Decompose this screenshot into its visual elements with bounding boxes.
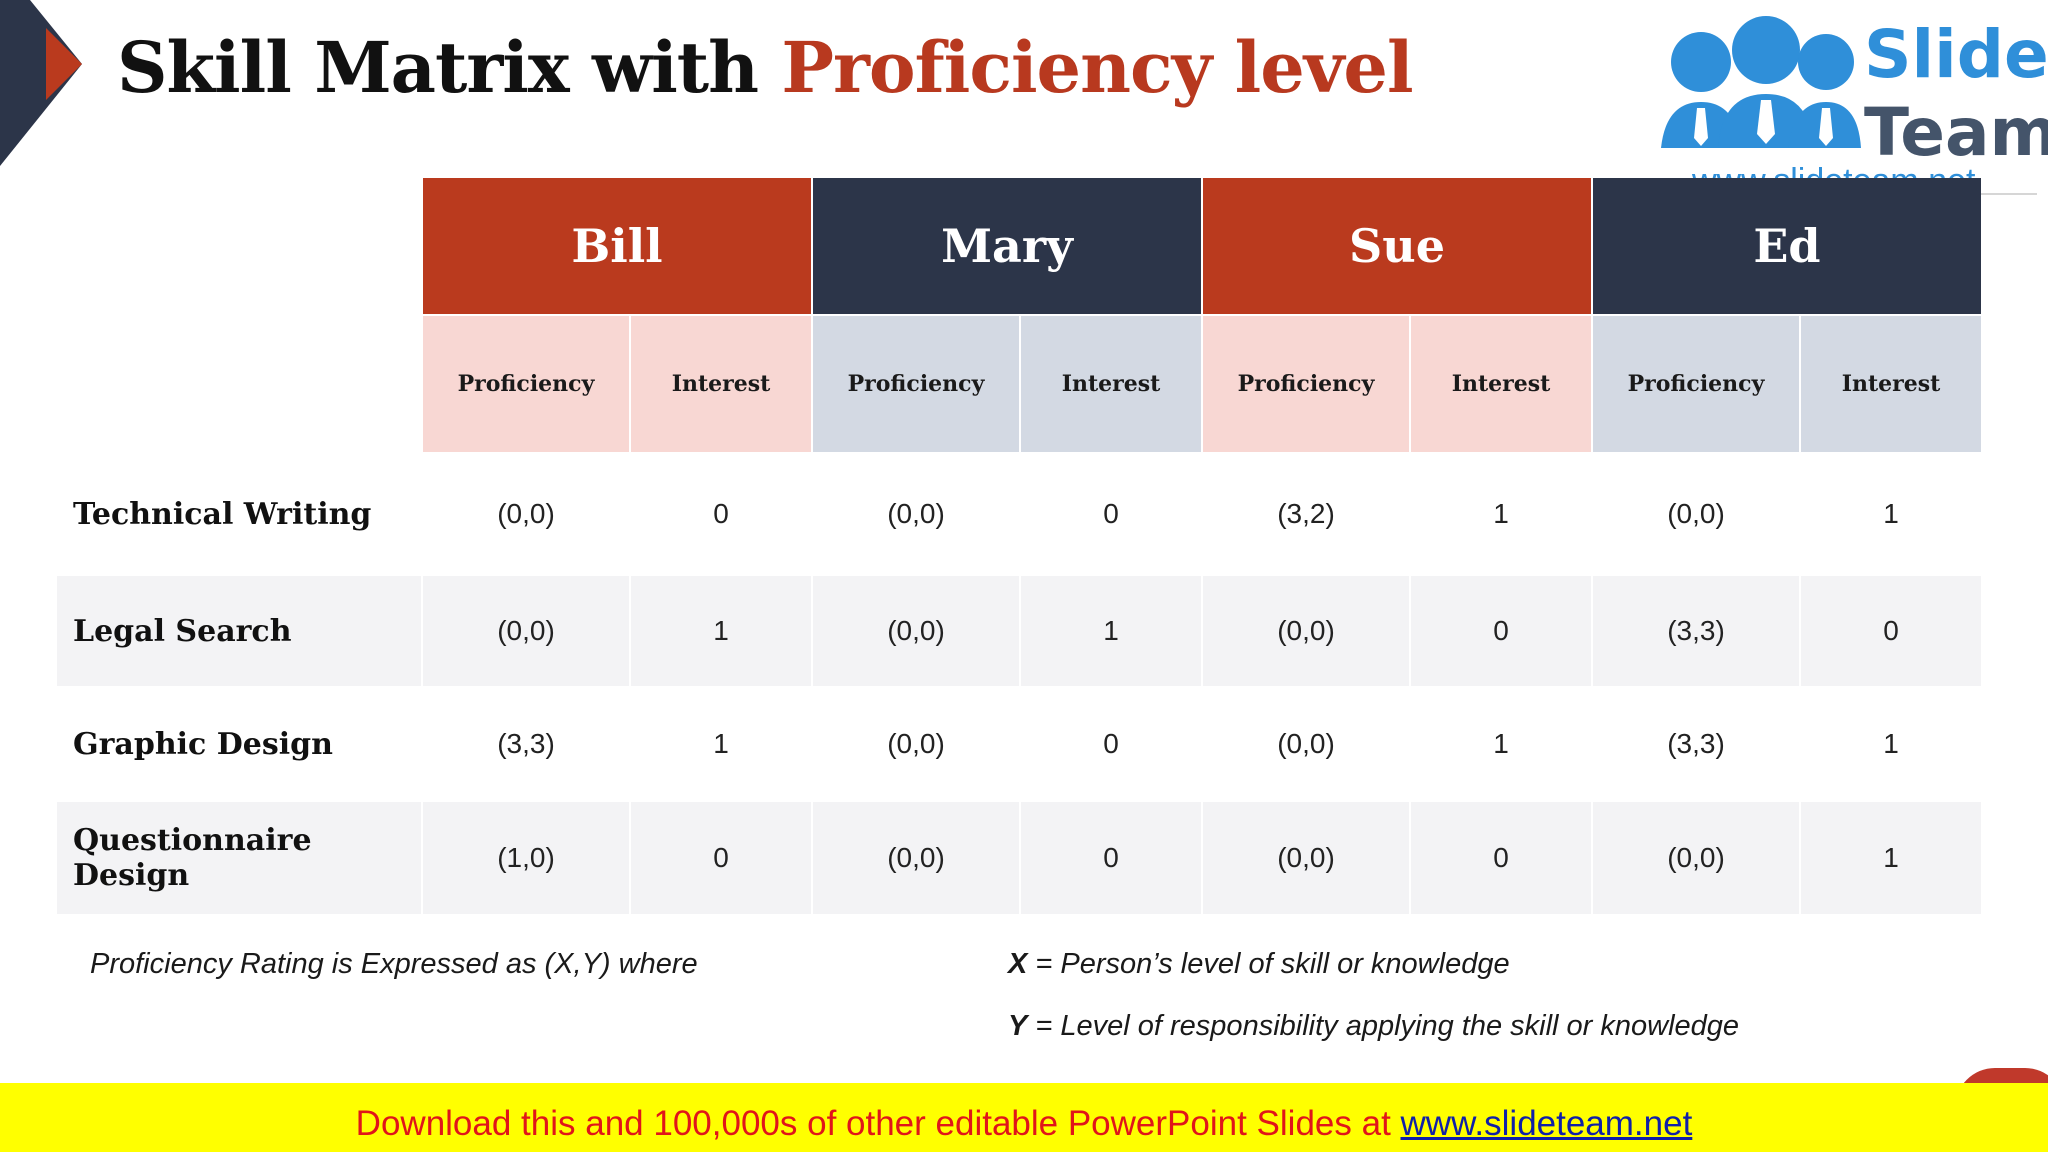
proficiency-cell: (0,0) <box>1203 802 1409 914</box>
subheader-row: Proficiency Interest Proficiency Interes… <box>57 316 1981 452</box>
proficiency-cell: (3,3) <box>423 688 629 800</box>
title-part-black: Skill Matrix with <box>117 26 759 109</box>
interest-cell: 0 <box>1801 576 1981 686</box>
interest-cell: 0 <box>1021 454 1201 574</box>
proficiency-cell: (0,0) <box>1593 454 1799 574</box>
logo-word-slide: Slide <box>1864 16 2048 93</box>
logo-word-team: Team <box>1864 94 2048 171</box>
footer-message: Download this and 100,000s of other edit… <box>355 1104 1401 1143</box>
footer-link[interactable]: www.slideteam.net <box>1400 1104 1693 1143</box>
proficiency-cell: (3,2) <box>1203 454 1409 574</box>
proficiency-cell: (3,3) <box>1593 688 1799 800</box>
footer-banner <box>0 1083 2048 1152</box>
proficiency-cell: (0,0) <box>1203 576 1409 686</box>
empty-corner-cell <box>57 178 421 314</box>
y-key: Y <box>1008 1010 1028 1042</box>
subheader-proficiency: Proficiency <box>1593 316 1799 452</box>
subheader-proficiency: Proficiency <box>423 316 629 452</box>
interest-cell: 0 <box>1021 802 1201 914</box>
proficiency-cell: (1,0) <box>423 802 629 914</box>
table-row: Legal Search (0,0) 1 (0,0) 1 (0,0) 0 (3,… <box>57 576 1981 686</box>
interest-cell: 0 <box>631 454 811 574</box>
interest-cell: 1 <box>1801 688 1981 800</box>
table-row: Graphic Design (3,3) 1 (0,0) 0 (0,0) 1 (… <box>57 688 1981 800</box>
person-header-mary: Mary <box>813 178 1201 314</box>
proficiency-cell: (0,0) <box>1593 802 1799 914</box>
x-key: X <box>1008 948 1028 980</box>
proficiency-cell: (0,0) <box>423 454 629 574</box>
x-text: = Person’s level of skill or knowledge <box>1027 948 1510 980</box>
subheader-interest: Interest <box>1411 316 1591 452</box>
proficiency-cell: (0,0) <box>813 454 1019 574</box>
proficiency-cell: (0,0) <box>1203 688 1409 800</box>
proficiency-cell: (3,3) <box>1593 576 1799 686</box>
person-header-bill: Bill <box>423 178 811 314</box>
interest-cell: 0 <box>631 802 811 914</box>
page-title: Skill Matrix with Proficiency level <box>117 18 1414 118</box>
skill-name: Graphic Design <box>57 688 421 800</box>
person-header-sue: Sue <box>1203 178 1591 314</box>
skill-name: Legal Search <box>57 576 421 686</box>
interest-cell: 1 <box>1021 576 1201 686</box>
person-header-row: Bill Mary Sue Ed <box>57 178 1981 314</box>
table-row: Questionnaire Design (1,0) 0 (0,0) 0 (0,… <box>57 802 1981 914</box>
subheader-interest: Interest <box>631 316 811 452</box>
proficiency-cell: (0,0) <box>813 688 1019 800</box>
person-header-ed: Ed <box>1593 178 1981 314</box>
proficiency-cell: (0,0) <box>813 802 1019 914</box>
title-part-red: Proficiency level <box>781 26 1413 109</box>
interest-cell: 1 <box>631 576 811 686</box>
interest-cell: 0 <box>1021 688 1201 800</box>
people-logo-icon <box>1661 16 1861 148</box>
interest-cell: 1 <box>1411 454 1591 574</box>
interest-cell: 1 <box>1801 802 1981 914</box>
interest-cell: 1 <box>1801 454 1981 574</box>
x-definition: X = Person’s level of skill or knowledge <box>1008 948 1510 981</box>
subheader-proficiency: Proficiency <box>813 316 1019 452</box>
interest-cell: 0 <box>1411 576 1591 686</box>
empty-sub-cell <box>57 316 421 452</box>
table-row: Technical Writing (0,0) 0 (0,0) 0 (3,2) … <box>57 454 1981 574</box>
y-text: = Level of responsibility applying the s… <box>1027 1010 1740 1042</box>
interest-cell: 1 <box>631 688 811 800</box>
skill-name: Questionnaire Design <box>57 802 421 914</box>
subheader-interest: Interest <box>1801 316 1981 452</box>
y-definition: Y = Level of responsibility applying the… <box>1008 1010 1739 1043</box>
slideteam-logo: Slide Team www.slideteam.net <box>1640 0 2048 200</box>
proficiency-cell: (0,0) <box>423 576 629 686</box>
skill-name: Technical Writing <box>57 454 421 574</box>
proficiency-cell: (0,0) <box>813 576 1019 686</box>
skill-matrix-table: Bill Mary Sue Ed Proficiency Interest Pr… <box>55 176 1983 916</box>
interest-cell: 1 <box>1411 688 1591 800</box>
interest-cell: 0 <box>1411 802 1591 914</box>
footer-text: Download this and 100,000s of other edit… <box>0 1083 2048 1152</box>
rating-note: Proficiency Rating is Expressed as (X,Y)… <box>90 948 698 980</box>
subheader-interest: Interest <box>1021 316 1201 452</box>
corner-arrow-decoration <box>0 0 82 166</box>
subheader-proficiency: Proficiency <box>1203 316 1409 452</box>
